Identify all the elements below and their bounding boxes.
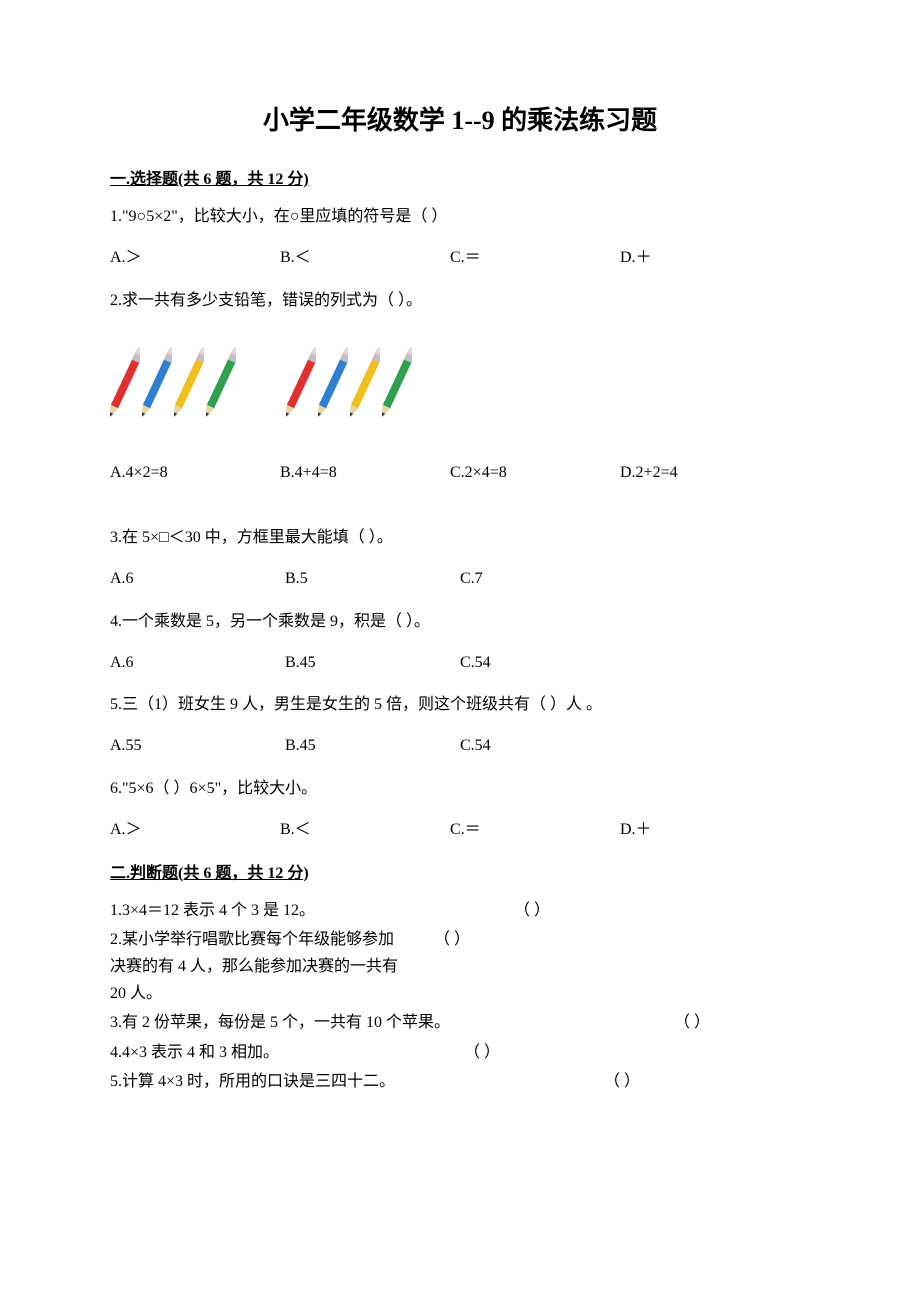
section2-header: 二.判断题(共 6 题，共 12 分)	[110, 859, 810, 883]
q5-option-c: C.54	[460, 732, 635, 761]
question-6: 6."5×6（ ）6×5"，比较大小。 A.＞ B.＜ C.＝ D.＋	[110, 775, 810, 845]
judge-item-4: 4.4×3 表示 4 和 3 相加。（ ）	[110, 1039, 810, 1066]
q1-option-d: D.＋	[620, 244, 790, 273]
q3-option-b: B.5	[285, 565, 460, 594]
judge-paren: （ ）	[574, 1068, 810, 1095]
pencil-image-row	[110, 339, 810, 429]
question-2: 2.求一共有多少支铅笔，错误的列式为（ ）。 A.4×2=8 B.4+4=8 C…	[110, 287, 810, 489]
q5-option-a: A.55	[110, 732, 285, 761]
judge-container: 1.3×4＝12 表示 4 个 3 是 12。（ ）2.某小学举行唱歌比赛每个年…	[110, 897, 810, 1095]
q2-option-b: B.4+4=8	[280, 459, 450, 488]
pencil-icon	[286, 339, 316, 429]
pencil-icon	[206, 339, 236, 429]
pencil-group-2	[286, 339, 412, 429]
q5-options: A.55 B.45 C.54	[110, 732, 810, 761]
q4-options: A.6 B.45 C.54	[110, 649, 810, 678]
question-5: 5.三（1）班女生 9 人，男生是女生的 5 倍，则这个班级共有（ ）人 。 A…	[110, 691, 810, 761]
judge-paren: （ ）	[484, 897, 810, 924]
judge-item-1: 1.3×4＝12 表示 4 个 3 是 12。（ ）	[110, 897, 810, 924]
q1-option-b: B.＜	[280, 244, 450, 273]
pencil-icon	[174, 339, 204, 429]
q6-option-d: D.＋	[620, 816, 790, 845]
q2-text: 2.求一共有多少支铅笔，错误的列式为（ ）。	[110, 287, 810, 316]
q1-option-c: C.＝	[450, 244, 620, 273]
judge-text: 2.某小学举行唱歌比赛每个年级能够参加决赛的有 4 人，那么能参加决赛的一共有 …	[110, 926, 404, 1008]
pencil-icon	[318, 339, 348, 429]
judge-paren: （ ）	[644, 1009, 810, 1036]
q5-text: 5.三（1）班女生 9 人，男生是女生的 5 倍，则这个班级共有（ ）人 。	[110, 691, 810, 720]
judge-paren: （ ）	[404, 926, 810, 1008]
q1-option-a: A.＞	[110, 244, 280, 273]
pencil-icon	[110, 339, 140, 429]
q4-option-a: A.6	[110, 649, 285, 678]
q2-options: A.4×2=8 B.4+4=8 C.2×4=8 D.2+2=4	[110, 459, 810, 488]
judge-item-2: 2.某小学举行唱歌比赛每个年级能够参加决赛的有 4 人，那么能参加决赛的一共有 …	[110, 926, 810, 1008]
section1-header: 一.选择题(共 6 题，共 12 分)	[110, 165, 810, 189]
page-title: 小学二年级数学 1--9 的乘法练习题	[110, 100, 810, 137]
judge-text: 4.4×3 表示 4 和 3 相加。	[110, 1039, 434, 1066]
q6-option-b: B.＜	[280, 816, 450, 845]
pencil-group-1	[110, 339, 236, 429]
q1-text: 1."9○5×2"，比较大小，在○里应填的符号是（ ）	[110, 203, 810, 232]
q6-option-a: A.＞	[110, 816, 280, 845]
q2-option-c: C.2×4=8	[450, 459, 620, 488]
q4-option-c: C.54	[460, 649, 635, 678]
pencil-icon	[142, 339, 172, 429]
judge-item-5: 5.计算 4×3 时，所用的口诀是三四十二。（ ）	[110, 1068, 810, 1095]
question-3: 3.在 5×□＜30 中，方框里最大能填（ ）。 A.6 B.5 C.7	[110, 524, 810, 594]
judge-text: 5.计算 4×3 时，所用的口诀是三四十二。	[110, 1068, 574, 1095]
q3-text: 3.在 5×□＜30 中，方框里最大能填（ ）。	[110, 524, 810, 553]
q4-text: 4.一个乘数是 5，另一个乘数是 9，积是（ ）。	[110, 608, 810, 637]
q2-option-d: D.2+2=4	[620, 459, 790, 488]
q4-option-b: B.45	[285, 649, 460, 678]
q2-option-a: A.4×2=8	[110, 459, 280, 488]
question-1: 1."9○5×2"，比较大小，在○里应填的符号是（ ） A.＞ B.＜ C.＝ …	[110, 203, 810, 273]
q6-text: 6."5×6（ ）6×5"，比较大小。	[110, 775, 810, 804]
judge-text: 3.有 2 份苹果，每份是 5 个，一共有 10 个苹果。	[110, 1009, 644, 1036]
q1-options: A.＞ B.＜ C.＝ D.＋	[110, 244, 810, 273]
q3-option-a: A.6	[110, 565, 285, 594]
q6-option-c: C.＝	[450, 816, 620, 845]
judge-paren: （ ）	[434, 1039, 810, 1066]
q6-options: A.＞ B.＜ C.＝ D.＋	[110, 816, 810, 845]
judge-item-3: 3.有 2 份苹果，每份是 5 个，一共有 10 个苹果。（ ）	[110, 1009, 810, 1036]
q5-option-b: B.45	[285, 732, 460, 761]
q3-option-c: C.7	[460, 565, 635, 594]
judge-text: 1.3×4＝12 表示 4 个 3 是 12。	[110, 897, 484, 924]
pencil-icon	[350, 339, 380, 429]
question-4: 4.一个乘数是 5，另一个乘数是 9，积是（ ）。 A.6 B.45 C.54	[110, 608, 810, 678]
q3-options: A.6 B.5 C.7	[110, 565, 810, 594]
pencil-icon	[382, 339, 412, 429]
